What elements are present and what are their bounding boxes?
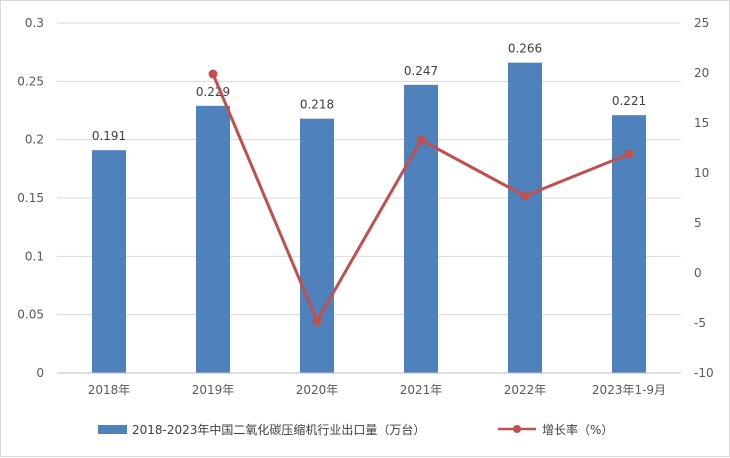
y-right-tick-label: 5 [694,216,702,230]
y-right-tick-label: 20 [694,66,709,80]
x-tick-label: 2018年 [88,383,131,397]
legend-bar-label: 2018-2023年中国二氧化碳压缩机行业出口量（万台） [132,422,425,437]
y-left-tick-label: 0.15 [17,191,44,205]
bar-data-label: 0.266 [508,42,542,56]
bar [508,62,542,374]
legend-bar-swatch [98,425,127,434]
x-tick-label: 2023年1-9月 [592,383,666,397]
y-right-tick-label: 0 [694,266,702,280]
bar [404,84,438,373]
bar-data-label: 0.247 [404,64,438,78]
bar-data-label: 0.218 [300,98,334,112]
y-left-tick-label: 0.3 [25,16,44,30]
line-point [624,149,634,159]
bar [92,150,126,373]
line-series [208,69,634,326]
legend-line-marker [513,425,521,433]
y-left-tick-label: 0.1 [25,249,44,263]
bar [300,118,334,374]
line-point [312,316,322,326]
y-left-tick-label: 0.05 [17,308,44,322]
gridlines [57,22,681,316]
y-right-tick-label: 25 [694,16,709,30]
x-tick-label: 2022年 [504,383,547,397]
y-right-tick-label: 15 [694,116,709,130]
bar-data-label: 0.221 [612,94,646,108]
bar-data-label: 0.229 [196,85,230,99]
y-right-tick-label: -5 [694,316,706,330]
y-left-tick-label: 0.2 [25,133,44,147]
legend-line-label: 增长率（%） [542,422,613,437]
y-left-tick-label: 0.25 [17,74,44,88]
bar-data-label: 0.191 [92,129,126,143]
line-point [416,135,426,145]
x-tick-label: 2020年 [296,383,339,397]
bar [196,105,230,373]
y-left-tick-label: 0 [36,366,44,380]
x-tick-label: 2019年 [192,383,235,397]
bar-series: 0.191 0.229 0.218 0.247 0.266 0.221 [92,42,646,374]
y-right-tick-label: -10 [694,366,714,380]
x-tick-label: 2021年 [400,383,443,397]
axes: 0 0.05 0.1 0.15 0.2 0.25 0.3 -10 -5 0 5 10 15 20 25 201… [17,16,713,397]
legend: 2018-2023年中国二氧化碳压缩机行业出口量（万台） 增长率（%） [98,422,613,437]
line-point [208,69,218,79]
line-point [520,191,530,201]
y-right-tick-label: 10 [694,166,709,180]
